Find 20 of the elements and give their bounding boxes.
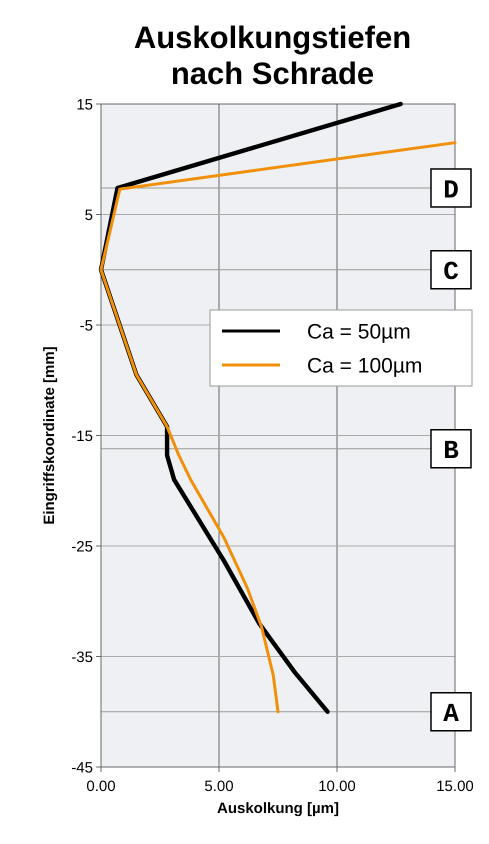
x-tick-label: 0.00 <box>86 778 116 795</box>
y-tick-label: 5 <box>84 206 93 224</box>
y-tick-label: -25 <box>71 538 93 556</box>
x-axis-title: Auskolkung [µm] <box>217 800 339 817</box>
ref-line-label: C <box>443 257 459 288</box>
x-tick-label: 15.00 <box>436 778 474 795</box>
y-tick-label: -15 <box>71 428 93 445</box>
ref-line-label: A <box>443 699 460 730</box>
y-tick-label: -5 <box>80 317 93 334</box>
ref-line-label: B <box>443 436 460 466</box>
ref-line-label: D <box>443 175 459 206</box>
y-axis-title: Eingriffskoordinate [mm] <box>41 346 58 525</box>
chart-title: Auskolkungstiefen nach Schrade <box>134 20 412 91</box>
x-tick-label: 10.00 <box>318 778 356 795</box>
x-tick-label: 5.00 <box>204 778 234 795</box>
legend-label: Ca = 50µm <box>307 320 411 344</box>
y-tick-label: -35 <box>71 648 93 666</box>
y-tick-label: 15 <box>76 96 93 114</box>
legend-label: Ca = 100µm <box>307 354 422 378</box>
y-tick-label: -45 <box>71 759 93 776</box>
